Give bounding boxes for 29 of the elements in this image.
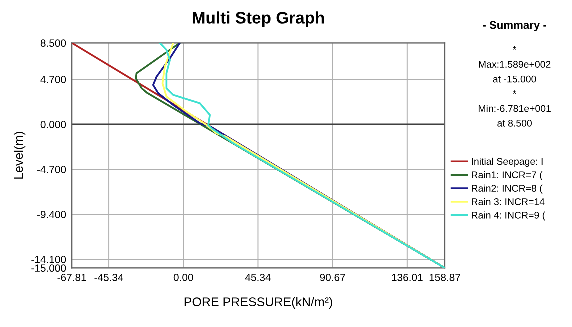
y-tick-label: 4.700 (40, 76, 66, 84)
text: at -15.000 (493, 76, 536, 83)
x-tick-label: -45.34 (94, 274, 124, 282)
text: - Summary - (483, 21, 546, 32)
text: Max:1.589e+002 (479, 61, 551, 68)
y-tick-label: -4.700 (37, 166, 66, 174)
x-tick-label: 158.87 (430, 274, 460, 282)
x-tick-label: 136.01 (392, 274, 423, 282)
text: at 8.500 (498, 120, 532, 127)
text: * (513, 90, 517, 94)
legend-label: Rain 3: INCR=14 (472, 198, 545, 206)
chart-title: Multi Step Graph (192, 12, 324, 28)
text: Min:-6.781e+001 (478, 105, 551, 112)
y-axis-title: Level(m) (14, 132, 26, 179)
y-tick-label: -15.000 (32, 264, 66, 272)
legend-label: Initial Seepage: I (472, 158, 543, 168)
y-tick-label: -14.100 (32, 256, 66, 264)
y-tick-label: 8.500 (40, 40, 66, 48)
x-tick-label: 45.34 (245, 274, 271, 282)
legend-label: Rain 4: INCR=9 ( (472, 212, 546, 221)
x-axis-title: PORE PRESSURE(kN/m²) (184, 297, 332, 309)
y-tick-label: 0.000 (40, 121, 66, 128)
x-tick-label: 0.00 (174, 274, 194, 282)
legend-label: Rain1: INCR=7 ( (472, 171, 543, 180)
y-tick-label: -9.400 (37, 211, 66, 218)
x-tick-label: -67.81 (58, 274, 86, 282)
x-tick-label: 90.67 (320, 274, 346, 282)
legend-label: Rain2: INCR=8 ( (472, 184, 543, 194)
text: * (513, 46, 517, 50)
